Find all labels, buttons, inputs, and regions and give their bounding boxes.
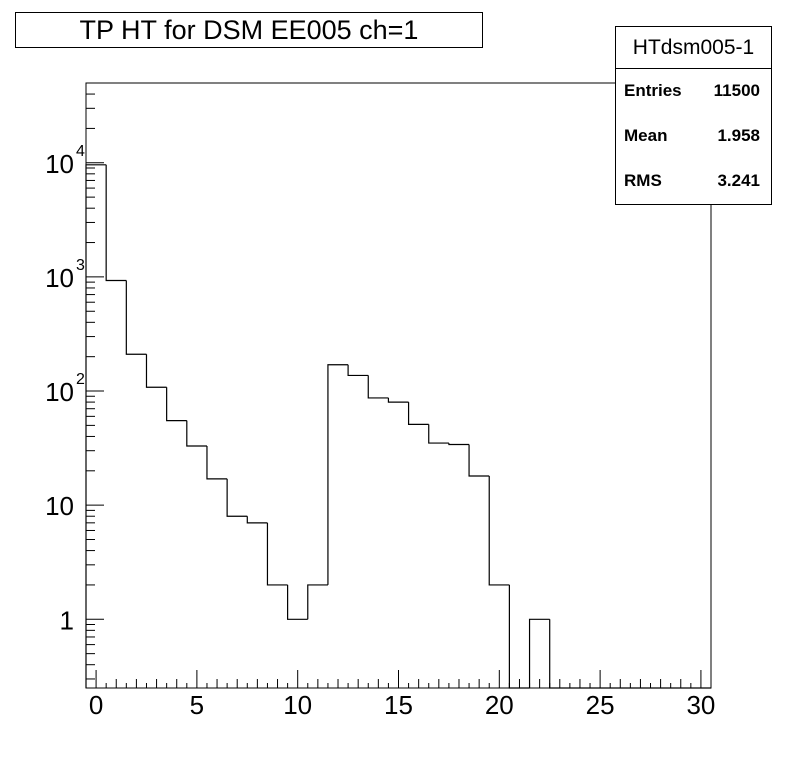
x-tick-label: 25 (586, 690, 615, 720)
histogram-bin (508, 584, 530, 689)
stats-box: HTdsm005-1 Entries 11500 Mean 1.958 RMS … (615, 26, 772, 205)
x-tick-label: 5 (190, 690, 204, 720)
stats-entries-label: Entries (624, 81, 682, 100)
histogram-bin (246, 516, 268, 524)
histogram-bin (226, 478, 248, 517)
y-tick-exponent: 3 (76, 257, 85, 274)
y-tick-label: 10 (45, 149, 74, 179)
histogram-bin (166, 387, 187, 422)
histogram-bin (105, 164, 127, 282)
histogram-bin (347, 364, 369, 377)
y-tick-label: 10 (45, 491, 74, 521)
histogram-bin (206, 445, 228, 480)
stats-title: HTdsm005-1 (616, 27, 771, 69)
x-tick-label: 10 (283, 690, 312, 720)
histogram-bin (549, 619, 570, 689)
histogram-bin (448, 443, 470, 446)
y-tick-label: 10 (45, 377, 74, 407)
y-tick-exponent: 4 (76, 143, 85, 160)
chart-title: TP HT for DSM EE005 ch=1 (15, 12, 483, 48)
stats-mean-label: Mean (624, 126, 668, 145)
stats-mean-value: 1.958 (717, 126, 760, 145)
histogram-bin (287, 584, 308, 620)
x-tick-label: 15 (384, 690, 413, 720)
histogram-bin (145, 354, 167, 388)
histogram-bin (85, 164, 107, 688)
y-tick-label: 10 (45, 263, 74, 293)
y-tick-label: 1 (60, 605, 74, 635)
stats-row-rms: RMS 3.241 (616, 159, 771, 204)
histogram-bin (528, 618, 550, 688)
histogram-bin (327, 364, 349, 585)
x-tick-label: 20 (485, 690, 514, 720)
histogram-bin (266, 522, 288, 586)
histogram-bin (367, 375, 389, 399)
histogram-bin (407, 402, 429, 426)
histogram-bin (186, 420, 207, 447)
stats-rms-label: RMS (624, 171, 662, 190)
stats-row-entries: Entries 11500 (616, 69, 771, 114)
y-tick-exponent: 2 (76, 371, 85, 388)
stats-entries-value: 11500 (713, 81, 760, 100)
histogram-bin (428, 424, 449, 444)
x-tick-label: 0 (89, 690, 103, 720)
stats-rms-value: 3.241 (717, 171, 760, 190)
histogram-bin (468, 444, 490, 477)
histogram-bin (125, 280, 147, 355)
histogram-bin (488, 476, 510, 586)
stats-row-mean: Mean 1.958 (616, 114, 771, 159)
histogram-bin (307, 584, 328, 620)
histogram-bin (387, 397, 409, 403)
x-tick-label: 30 (686, 690, 715, 720)
